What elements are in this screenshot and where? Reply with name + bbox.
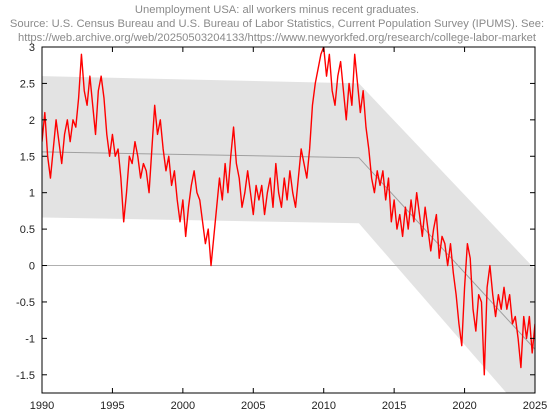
y-tick-label: 3 (29, 42, 35, 54)
x-tick-label: 1990 (30, 400, 54, 412)
x-tick-label: 2010 (311, 400, 335, 412)
x-tick-label: 2025 (523, 400, 547, 412)
x-tick-label: 2015 (382, 400, 406, 412)
trend-line (42, 151, 535, 350)
y-tick-label: 0.5 (20, 224, 35, 236)
chart-title: Unemployment USA: all workers minus rece… (134, 4, 420, 16)
chart-subtitle-url: https://web.archive.org/web/202505032041… (17, 32, 537, 44)
y-tick-label: -1 (25, 333, 35, 345)
y-tick-label: 0 (29, 261, 35, 273)
y-tick-label: -1.5 (16, 370, 35, 382)
confidence-band (42, 76, 535, 393)
y-tick-label: 1.5 (20, 151, 35, 163)
x-tick-label: 1995 (100, 400, 124, 412)
unemployment-difference-line (42, 47, 535, 376)
x-tick-label: 2005 (241, 400, 265, 412)
x-tick-label: 2000 (171, 400, 195, 412)
y-tick-label: 2.5 (20, 78, 35, 90)
y-tick-label: 2 (29, 115, 35, 127)
chart-subtitle-source: Source: U.S. Census Bureau and U.S. Bure… (9, 18, 545, 30)
plot-frame (41, 46, 536, 394)
y-tick-label: 1 (29, 188, 35, 200)
y-tick-label: -0.5 (16, 297, 35, 309)
x-tick-label: 2020 (452, 400, 476, 412)
